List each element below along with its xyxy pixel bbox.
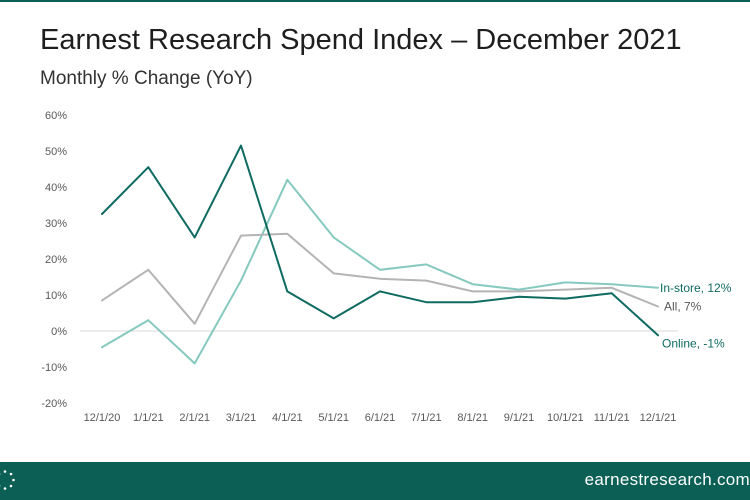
top-accent-rule xyxy=(0,0,750,2)
x-tick-label: 12/1/20 xyxy=(84,412,121,424)
x-tick-label: 10/1/21 xyxy=(547,412,584,424)
series-line-online xyxy=(101,144,659,337)
x-tick-label: 8/1/21 xyxy=(457,412,488,424)
footer-bar: earnestresearch.com xyxy=(0,462,750,500)
series-end-label: Online, -1% xyxy=(662,336,725,350)
footer-website-link[interactable]: earnestresearch.com xyxy=(584,470,750,489)
x-tick-label: 5/1/21 xyxy=(318,412,349,424)
chart-subtitle: Monthly % Change (YoY) xyxy=(40,68,253,89)
y-tick-label: 40% xyxy=(45,182,67,194)
x-tick-label: 3/1/21 xyxy=(226,412,257,424)
x-tick-label: 7/1/21 xyxy=(411,412,442,424)
line-chart: -20% -10% 0% 10% 20% 30% 40% 50% 60% 12/1/20 1/1/2… xyxy=(41,110,732,424)
series-end-label: In-store, 12% xyxy=(660,281,732,295)
x-tick-label: 4/1/21 xyxy=(272,412,303,424)
series-line-in-store xyxy=(101,178,659,365)
y-tick-label: 60% xyxy=(45,110,67,122)
y-tick-label: 30% xyxy=(45,218,67,230)
x-tick-label: 9/1/21 xyxy=(504,412,535,424)
x-tick-label: 11/1/21 xyxy=(594,412,630,424)
series-end-label: All, 7% xyxy=(664,300,702,314)
y-tick-label: 20% xyxy=(45,254,67,266)
y-tick-label: 10% xyxy=(45,290,67,302)
x-tick-label: 6/1/21 xyxy=(365,412,396,424)
y-tick-label: -10% xyxy=(41,362,67,374)
series-line-all xyxy=(101,232,659,325)
x-tick-label: 12/1/21 xyxy=(640,412,677,424)
y-tick-label: 0% xyxy=(51,326,67,338)
x-tick-label: 2/1/21 xyxy=(179,412,210,424)
y-tick-label: -20% xyxy=(41,398,67,410)
chart-title: Earnest Research Spend Index – December … xyxy=(40,24,682,56)
y-tick-label: 50% xyxy=(45,146,67,158)
x-tick-label: 1/1/21 xyxy=(133,412,164,424)
dotted-circle-logo-icon xyxy=(0,470,15,490)
